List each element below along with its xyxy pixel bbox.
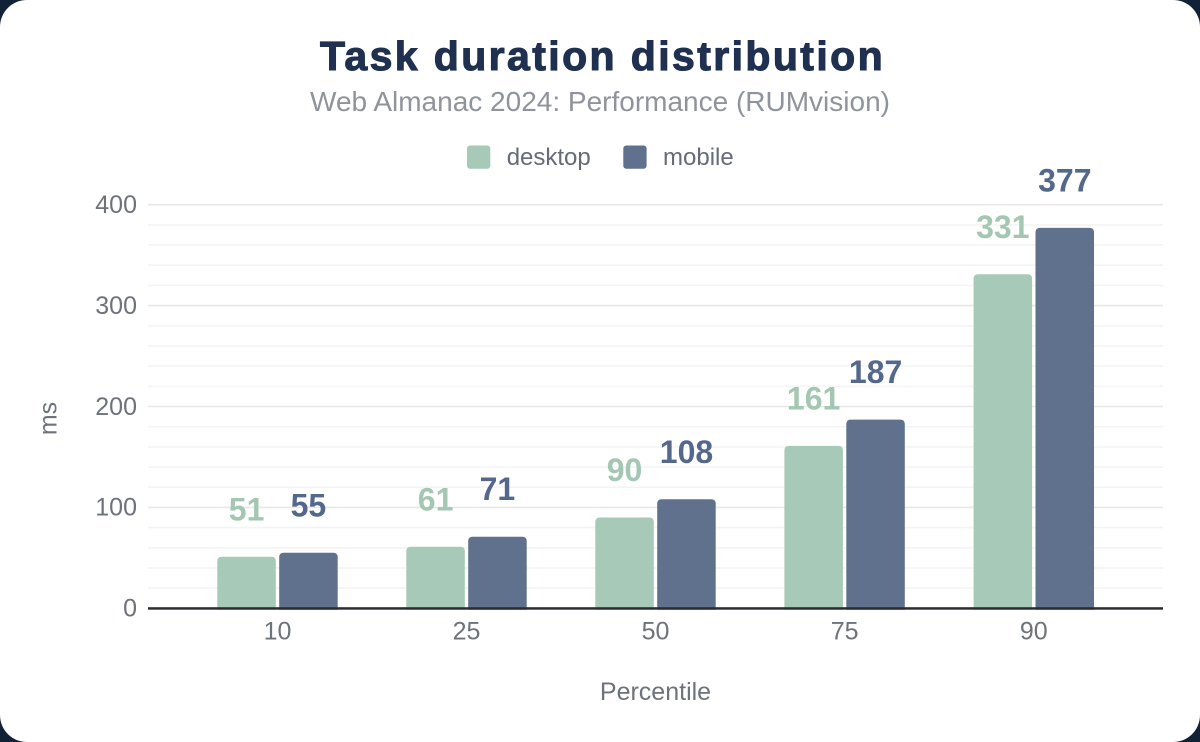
svg-text:50: 50 xyxy=(642,618,670,646)
svg-text:ms: ms xyxy=(34,402,62,435)
svg-text:187: 187 xyxy=(849,354,902,390)
svg-text:377: 377 xyxy=(1038,162,1091,198)
svg-text:108: 108 xyxy=(660,434,713,470)
svg-text:Web Almanac 2024: Performance: Web Almanac 2024: Performance (RUMvision… xyxy=(310,86,890,117)
svg-text:10: 10 xyxy=(264,618,292,646)
svg-text:161: 161 xyxy=(787,380,840,416)
svg-text:25: 25 xyxy=(453,618,481,646)
svg-text:200: 200 xyxy=(95,393,137,421)
svg-text:331: 331 xyxy=(976,209,1029,245)
svg-text:55: 55 xyxy=(291,487,327,523)
svg-text:51: 51 xyxy=(229,491,265,527)
svg-text:61: 61 xyxy=(418,481,454,517)
svg-text:Task duration distribution: Task duration distribution xyxy=(320,33,885,79)
svg-text:75: 75 xyxy=(831,618,859,646)
svg-text:90: 90 xyxy=(607,452,643,488)
svg-text:Percentile: Percentile xyxy=(600,678,711,706)
svg-text:0: 0 xyxy=(123,595,137,623)
svg-text:mobile: mobile xyxy=(663,144,734,171)
svg-text:100: 100 xyxy=(95,494,137,522)
svg-text:desktop: desktop xyxy=(507,144,591,171)
svg-text:400: 400 xyxy=(95,191,137,219)
svg-text:300: 300 xyxy=(95,292,137,320)
svg-text:90: 90 xyxy=(1020,618,1048,646)
svg-text:71: 71 xyxy=(480,471,516,507)
